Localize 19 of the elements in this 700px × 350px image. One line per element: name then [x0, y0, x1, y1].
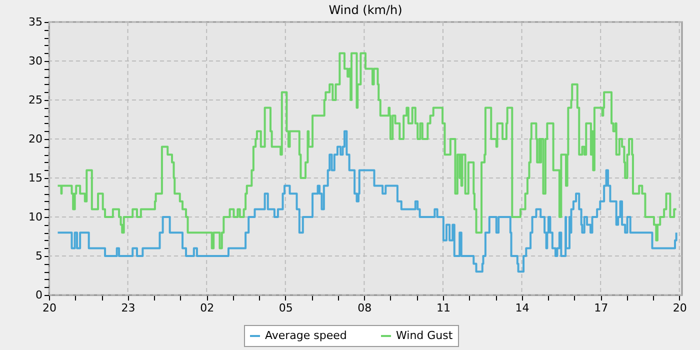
y-tick-label: 30: [28, 54, 42, 68]
x-tick-label: 08: [358, 302, 372, 314]
y-tick-label: 25: [28, 94, 42, 106]
y-tick-label: 0: [36, 288, 42, 302]
x-tick-label: 11: [436, 302, 450, 314]
legend-label: Wind Gust: [396, 329, 454, 342]
x-tick-label: 05: [278, 302, 293, 314]
x-tick-label: 14: [515, 302, 530, 314]
legend-label: Average speed: [265, 329, 347, 342]
y-tick-label: 15: [28, 172, 42, 184]
chart-title: Wind (km/h): [328, 3, 402, 17]
y-tick-label: 5: [36, 250, 42, 262]
x-tick-label: 02: [200, 302, 214, 314]
x-tick-label: 23: [121, 302, 136, 314]
y-tick-label: 20: [28, 132, 42, 146]
y-tick-label: 35: [28, 16, 42, 28]
x-tick-label: 17: [594, 302, 608, 314]
y-tick-label: 10: [28, 210, 42, 224]
x-tick-label: 20: [672, 302, 687, 314]
